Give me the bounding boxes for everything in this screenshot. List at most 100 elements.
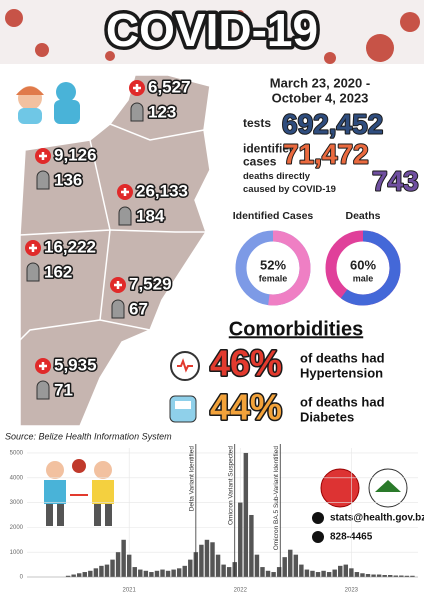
bar: [76, 573, 82, 577]
bar: [171, 569, 176, 577]
bar: [338, 565, 343, 577]
death-icon: [36, 170, 50, 190]
x-tick-label: 2023: [345, 588, 359, 594]
bar: [349, 568, 354, 577]
bar: [371, 574, 376, 577]
bar: [410, 575, 415, 577]
bar: [154, 570, 160, 577]
bar: [243, 452, 249, 577]
header-band: [0, 0, 424, 64]
bar: [321, 570, 326, 577]
bar: [143, 570, 149, 577]
stat-value: 71,472: [283, 138, 369, 169]
bar: [260, 567, 265, 577]
bar: [315, 572, 321, 577]
death-icon: [36, 380, 50, 400]
x-tick-label: 2022: [234, 588, 248, 594]
bar: [221, 564, 226, 577]
bar: [88, 570, 93, 577]
comorbidities-title: Comorbidities: [229, 318, 363, 340]
bar: [288, 549, 293, 577]
bar: [304, 569, 310, 577]
bar: [365, 574, 371, 577]
stat-value: 743: [372, 165, 419, 196]
bar: [138, 569, 143, 577]
bar: [293, 554, 299, 577]
y-tick-label: 5000: [10, 451, 24, 457]
case-icon-plus: [121, 188, 129, 196]
donut-sublabel: female: [259, 273, 288, 283]
stat-label: identified: [243, 142, 296, 156]
death-icon: [118, 206, 132, 226]
comorbidity-text: Hypertension: [300, 365, 383, 380]
title: COVID-19: [106, 4, 318, 56]
bar: [238, 502, 243, 577]
bar: [65, 575, 71, 577]
district-cases: 6,527: [148, 77, 191, 96]
donut-title: Identified Cases: [233, 210, 314, 222]
comorbidity-value: 46%: [210, 343, 282, 384]
bar: [199, 544, 204, 577]
stat-value: 692,452: [282, 108, 383, 139]
annotation-text: Delta Variant Identified: [189, 446, 196, 512]
district-cases: 5,935: [54, 355, 97, 374]
bar: [299, 564, 304, 577]
bar: [332, 569, 337, 577]
bar: [182, 565, 187, 577]
bar: [249, 514, 254, 577]
bar: [160, 569, 165, 577]
district-cases: 16,222: [44, 237, 96, 256]
bar: [326, 572, 332, 577]
bar: [254, 554, 260, 577]
district-deaths: 67: [129, 299, 148, 318]
death-icon: [26, 262, 40, 282]
case-icon-plus: [39, 362, 47, 370]
bar: [404, 575, 410, 577]
bar: [99, 565, 104, 577]
donut-sublabel: male: [353, 273, 374, 283]
map-borders: [19, 123, 206, 341]
bar: [310, 570, 315, 577]
x-tick-label: 2021: [123, 588, 137, 594]
district-deaths: 123: [148, 102, 176, 121]
district-deaths: 162: [44, 262, 72, 281]
bar: [204, 539, 210, 577]
comorbidity-text: of deaths had: [300, 394, 385, 409]
bar: [276, 567, 282, 577]
bar: [104, 564, 110, 577]
email: stats@health.gov.bz: [330, 513, 424, 524]
bar: [382, 575, 387, 577]
bar: [115, 552, 121, 577]
bar: [121, 539, 126, 577]
case-icon-plus: [114, 281, 122, 289]
bar: [343, 564, 349, 577]
source: Source: Belize Health Information System: [5, 431, 172, 441]
stat-label: cases: [243, 155, 277, 169]
stat-label: caused by COVID-19: [243, 184, 336, 195]
comorbidity-icons: [169, 351, 200, 423]
bar: [215, 554, 221, 577]
bar: [176, 568, 182, 577]
donut-arc: [325, 230, 401, 306]
bar: [265, 570, 271, 577]
y-tick-label: 2000: [10, 525, 24, 531]
bar: [388, 575, 393, 577]
stat-label: deaths directly: [243, 171, 311, 182]
bar: [82, 572, 87, 577]
case-icon-plus: [29, 244, 37, 252]
y-tick-label: 1000: [10, 550, 24, 556]
bar: [376, 574, 382, 577]
bar: [110, 559, 115, 577]
death-icon: [130, 102, 144, 122]
bar: [399, 575, 404, 577]
y-tick-label: 0: [20, 575, 24, 581]
annotation-text: Omicron BA.5 Sub-Variant Identified: [273, 446, 280, 551]
bar: [360, 573, 365, 577]
district-deaths: 184: [136, 206, 165, 225]
case-icon-plus: [133, 84, 141, 92]
comorbidity-text: of deaths had: [300, 350, 385, 365]
comorbidity-value: 44%: [210, 387, 282, 428]
y-tick-label: 4000: [10, 475, 24, 481]
bar: [226, 567, 232, 577]
